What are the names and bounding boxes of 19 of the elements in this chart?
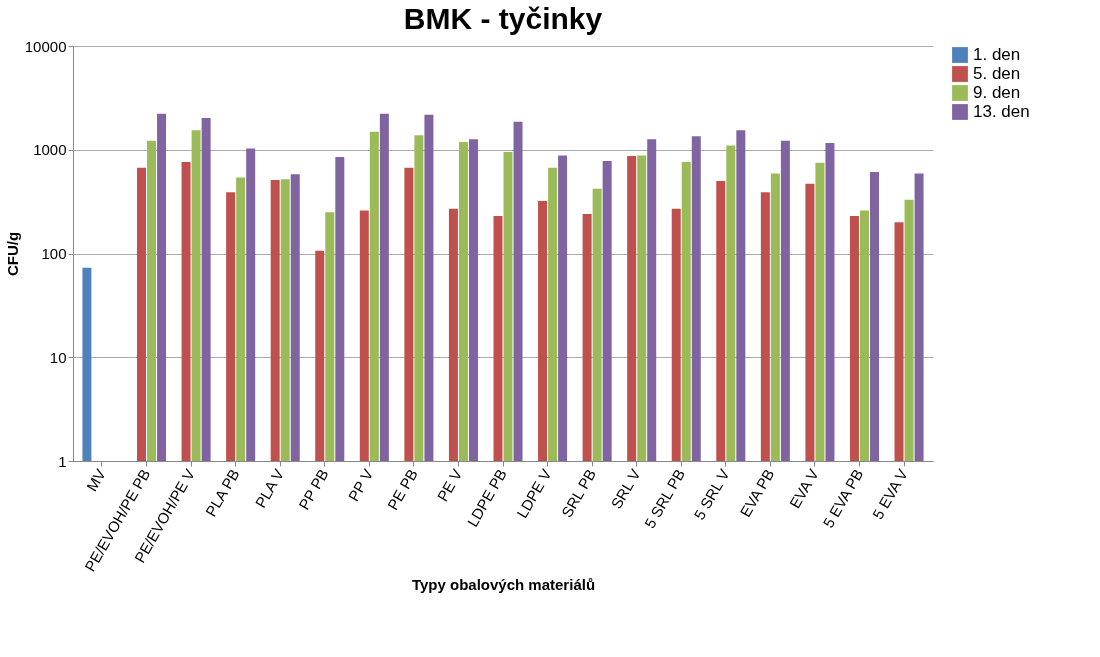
y-tick-label: 10 bbox=[49, 348, 67, 366]
legend-label: 5. den bbox=[973, 64, 1021, 83]
y-tick-label: 1 bbox=[58, 452, 67, 470]
x-tick-label: PP V bbox=[344, 466, 377, 504]
legend-label: 1. den bbox=[973, 45, 1021, 64]
x-tick-label: PP PB bbox=[295, 466, 332, 513]
y-axis-title: CFU/g bbox=[3, 231, 21, 277]
x-tick-label: PE V bbox=[433, 466, 466, 505]
x-tick-label: PLA V bbox=[251, 466, 288, 511]
chart-title: BMK - tyčinky bbox=[403, 2, 603, 35]
x-tick-label: PE PB bbox=[383, 466, 421, 513]
y-tick-label: 10000 bbox=[24, 37, 67, 55]
legend-label: 13. den bbox=[973, 102, 1030, 121]
x-tick-label: SRL PB bbox=[557, 466, 600, 521]
x-axis-title: Typy obalových materiálů bbox=[411, 576, 596, 594]
y-tick-label: 100 bbox=[41, 245, 67, 262]
x-tick-label: 5 SRL V bbox=[690, 466, 733, 523]
y-tick-label: 1000 bbox=[33, 141, 67, 159]
legend-label: 9. den bbox=[973, 83, 1021, 102]
